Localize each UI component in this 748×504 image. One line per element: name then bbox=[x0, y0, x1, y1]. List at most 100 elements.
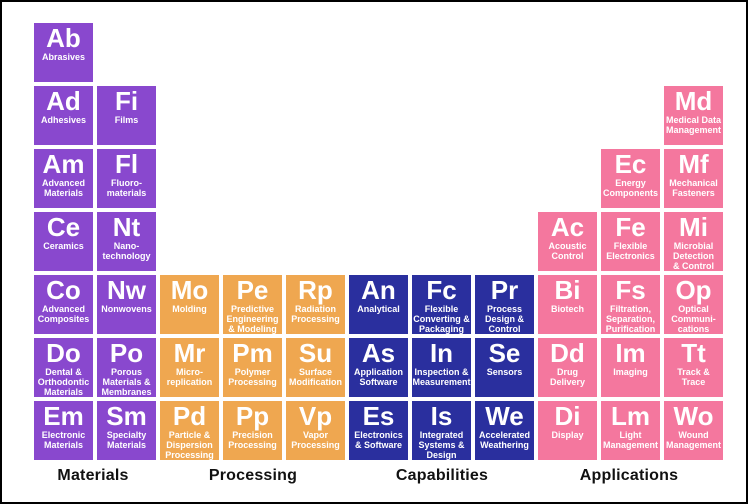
element-cell-mo: Mo Molding bbox=[160, 275, 219, 334]
element-symbol: Pp bbox=[235, 401, 270, 431]
element-name: Abrasives bbox=[41, 52, 86, 62]
element-symbol: Pm bbox=[232, 338, 273, 368]
element-cell-an: An Analytical bbox=[349, 275, 408, 334]
element-name: Electronics & Software bbox=[354, 430, 403, 451]
element-name: Medical Data Management bbox=[665, 115, 722, 136]
element-cell-po: Po Porous Materials & Membranes bbox=[97, 338, 156, 397]
element-cell-am: Am Advanced Materials bbox=[34, 149, 93, 208]
element-symbol: In bbox=[429, 338, 454, 368]
element-symbol: Pd bbox=[172, 401, 207, 431]
element-cell-di: Di Display bbox=[538, 401, 597, 460]
element-symbol: As bbox=[361, 338, 396, 368]
element-name: Microbial Detection & Control bbox=[672, 241, 714, 271]
element-name: Flexible Converting & Packaging bbox=[413, 304, 470, 334]
element-symbol: Pr bbox=[490, 275, 519, 305]
element-cell-wo: Wo Wound Management bbox=[664, 401, 723, 460]
element-cell-mr: Mr Micro- replication bbox=[160, 338, 219, 397]
element-name: Micro- replication bbox=[166, 367, 213, 388]
element-cell-pp: Pp Precision Processing bbox=[223, 401, 282, 460]
element-cell-su: Su Surface Modification bbox=[286, 338, 345, 397]
element-cell-md: Md Medical Data Management bbox=[664, 86, 723, 145]
category-label-capabilities: Capabilities bbox=[395, 467, 489, 484]
element-symbol: We bbox=[485, 401, 524, 431]
element-cell-as: As Application Software bbox=[349, 338, 408, 397]
element-symbol: Lm bbox=[611, 401, 650, 431]
element-cell-mi: Mi Microbial Detection & Control bbox=[664, 212, 723, 271]
element-name: Advanced Composites bbox=[37, 304, 90, 325]
element-symbol: Nw bbox=[107, 275, 146, 305]
element-cell-ec: Ec Energy Components bbox=[601, 149, 660, 208]
element-cell-es: Es Electronics & Software bbox=[349, 401, 408, 460]
element-symbol: Do bbox=[46, 338, 81, 368]
element-symbol: Ac bbox=[550, 212, 585, 242]
element-symbol: Ab bbox=[46, 23, 81, 53]
element-name: Adhesives bbox=[40, 115, 87, 125]
element-cell-bi: Bi Biotech bbox=[538, 275, 597, 334]
element-cell-vp: Vp Vapor Processing bbox=[286, 401, 345, 460]
element-symbol: An bbox=[361, 275, 396, 305]
element-name: Track & Trace bbox=[677, 367, 710, 388]
element-name: Optical Communi- cations bbox=[671, 304, 716, 334]
element-symbol: Co bbox=[46, 275, 81, 305]
element-name: Ceramics bbox=[43, 241, 84, 251]
element-symbol: Bi bbox=[554, 275, 581, 305]
element-symbol: Wo bbox=[673, 401, 714, 431]
category-label-materials: Materials bbox=[57, 467, 129, 484]
element-cell-im: Im Imaging bbox=[601, 338, 660, 397]
element-name: Sensors bbox=[486, 367, 523, 377]
element-name: Flexible Electronics bbox=[606, 241, 655, 262]
element-cell-nw: Nw Nonwovens bbox=[97, 275, 156, 334]
element-name: Advanced Materials bbox=[41, 178, 85, 199]
element-name: Films bbox=[114, 115, 139, 125]
element-name: Accelerated Weathering bbox=[478, 430, 531, 451]
category-label-processing: Processing bbox=[208, 467, 298, 484]
element-name: Inspection & Measurement bbox=[412, 367, 471, 388]
element-cell-pm: Pm Polymer Processing bbox=[223, 338, 282, 397]
element-name: Predictive Engineering & Modeling bbox=[226, 304, 279, 334]
element-symbol: Po bbox=[109, 338, 144, 368]
element-symbol: Mi bbox=[679, 212, 708, 242]
element-symbol: Im bbox=[615, 338, 646, 368]
element-symbol: Fs bbox=[615, 275, 646, 305]
element-name: Fluoro- materials bbox=[106, 178, 147, 199]
element-cell-se: Se Sensors bbox=[475, 338, 534, 397]
element-cell-in: In Inspection & Measurement bbox=[412, 338, 471, 397]
category-label-applications: Applications bbox=[579, 467, 679, 484]
element-cell-nt: Nt Nano- technology bbox=[97, 212, 156, 271]
element-symbol: Md bbox=[674, 86, 713, 116]
element-name: Imaging bbox=[613, 367, 648, 377]
element-symbol: Rp bbox=[298, 275, 333, 305]
element-cell-rp: Rp Radiation Processing bbox=[286, 275, 345, 334]
element-name: Specialty Materials bbox=[106, 430, 147, 451]
element-symbol: Op bbox=[675, 275, 712, 305]
element-name: Integrated Systems & Design bbox=[418, 430, 465, 460]
element-name: Nonwovens bbox=[101, 304, 152, 314]
element-name: Nano- technology bbox=[102, 241, 151, 262]
element-name: Mechanical Fasteners bbox=[669, 178, 718, 199]
element-symbol: Is bbox=[430, 401, 453, 431]
element-symbol: Mr bbox=[173, 338, 206, 368]
element-cell-ce: Ce Ceramics bbox=[34, 212, 93, 271]
element-symbol: Mo bbox=[170, 275, 209, 305]
element-cell-fi: Fi Films bbox=[97, 86, 156, 145]
element-symbol: Se bbox=[488, 338, 521, 368]
element-name: Energy Components bbox=[603, 178, 658, 199]
element-cell-op: Op Optical Communi- cations bbox=[664, 275, 723, 334]
element-name: Acoustic Control bbox=[548, 241, 587, 262]
element-name: Wound Management bbox=[665, 430, 721, 451]
element-cell-do: Do Dental & Orthodontic Materials bbox=[34, 338, 93, 397]
element-cell-co: Co Advanced Composites bbox=[34, 275, 93, 334]
element-symbol: Mf bbox=[678, 149, 709, 179]
element-name: Filtration, Separation, Purification bbox=[605, 304, 656, 334]
element-cell-fc: Fc Flexible Converting & Packaging bbox=[412, 275, 471, 334]
element-cell-fl: Fl Fluoro- materials bbox=[97, 149, 156, 208]
element-symbol: Em bbox=[43, 401, 84, 431]
element-symbol: Es bbox=[362, 401, 395, 431]
element-symbol: Fe bbox=[615, 212, 646, 242]
element-name: Dental & Orthodontic Materials bbox=[37, 367, 90, 397]
element-cell-is: Is Integrated Systems & Design bbox=[412, 401, 471, 460]
element-symbol: Su bbox=[298, 338, 333, 368]
element-symbol: Ad bbox=[46, 86, 81, 116]
element-name: Analytical bbox=[357, 304, 400, 314]
element-cell-fe: Fe Flexible Electronics bbox=[601, 212, 660, 271]
